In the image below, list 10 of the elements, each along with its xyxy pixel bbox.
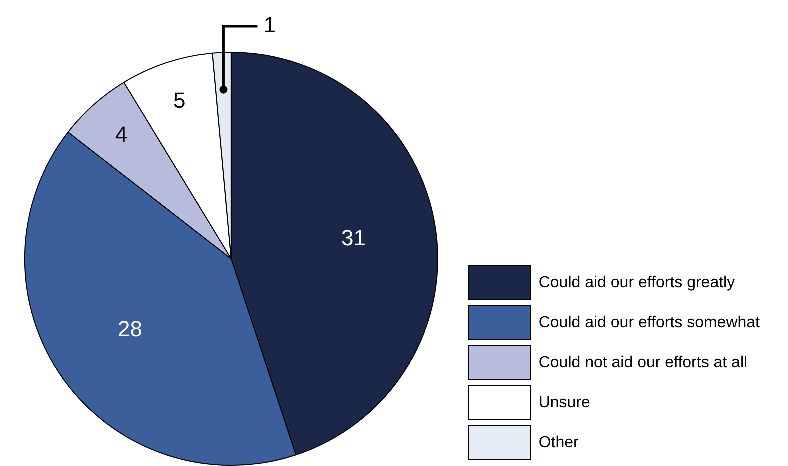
data-label: 28 <box>118 316 142 342</box>
legend-label: Could aid our efforts somewhat <box>538 314 761 332</box>
legend-label: Unsure <box>538 394 591 412</box>
data-label: 4 <box>115 122 128 147</box>
legend-label: Could not aid our efforts at all <box>538 354 748 372</box>
legend-label: Other <box>538 434 580 452</box>
data-label: 5 <box>174 88 186 114</box>
data-label: 31 <box>342 225 366 250</box>
legend-label: Could aid our efforts greatly <box>538 274 736 292</box>
data-label: 1 <box>264 12 276 38</box>
